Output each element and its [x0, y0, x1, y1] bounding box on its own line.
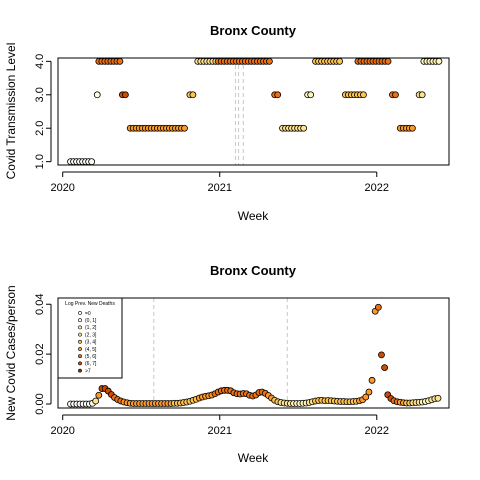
transmission-level-chart: 2020 2021 2022 1.0 2.0 3.0 4.0 Bronx County W… — [4, 23, 450, 223]
p2-y-label: New Covid Cases/person — [4, 285, 18, 420]
legend-entry-label: (4, 5] — [85, 347, 97, 353]
x-tick-label: 2021 — [207, 425, 231, 437]
data-point — [181, 124, 188, 132]
p2-x-axis: 2020 2021 2022 — [50, 414, 389, 437]
legend-swatch — [78, 318, 82, 323]
p1-reference-lines — [234, 58, 244, 165]
data-point — [360, 91, 367, 99]
data-point — [365, 388, 373, 396]
p1-points — [67, 57, 443, 166]
legend-title: Log Prev. New Deaths — [65, 301, 115, 307]
y-tick-label: 0.00 — [34, 393, 46, 414]
data-point — [384, 57, 392, 65]
legend-swatch — [78, 361, 82, 366]
p1-y-label: Covid Transmission Level — [4, 43, 18, 180]
y-tick-label: 1.0 — [34, 154, 46, 169]
data-point — [362, 393, 370, 401]
legend-items: =0(0, 1](1, 2](2, 3] (3, 4](4, 5](5, 6](6… — [78, 311, 97, 374]
data-point — [93, 91, 101, 99]
legend-entry-label: (5, 6] — [85, 354, 97, 360]
x-tick-label: 2022 — [365, 182, 389, 194]
legend-entry-label: =0 — [85, 311, 91, 317]
legend-swatch — [78, 311, 82, 315]
legend: Log Prev. New Deaths =0(0, 1](1, 2](2, 3… — [57, 297, 123, 379]
legend-entry-label: >7 — [85, 368, 91, 374]
y-tick-label: 3.0 — [34, 87, 46, 102]
x-tick-label: 2022 — [365, 425, 389, 437]
p2-y-axis: 0.00 0.02 0.04 — [34, 294, 52, 415]
p1-x-label: Week — [238, 209, 269, 223]
data-point — [266, 57, 273, 65]
data-point — [392, 91, 399, 99]
data-point — [381, 364, 389, 371]
data-point — [435, 57, 443, 65]
data-point — [274, 91, 282, 99]
data-point — [368, 376, 376, 384]
legend-swatch — [78, 368, 82, 373]
legend-entry-label: (6, 7] — [85, 361, 97, 367]
y-tick-label: 0.02 — [34, 343, 46, 364]
y-tick-label: 0.04 — [34, 294, 46, 315]
legend-swatch — [78, 339, 82, 344]
legend-entry-label: (1, 2] — [85, 325, 97, 331]
x-tick-label: 2021 — [207, 182, 231, 194]
legend-entry-label: (0, 1] — [85, 318, 97, 324]
data-point — [189, 91, 197, 99]
new-cases-chart: 2020 2021 2022 0.00 0.02 0.04 Bronx County W… — [4, 263, 450, 465]
data-point — [408, 124, 416, 132]
p2-x-label: Week — [238, 451, 269, 465]
data-point — [374, 303, 382, 311]
data-point — [336, 57, 344, 65]
data-point — [92, 397, 100, 405]
x-tick-label: 2020 — [50, 182, 74, 194]
legend-swatch — [78, 354, 82, 359]
y-tick-label: 4.0 — [34, 54, 46, 69]
legend-swatch — [78, 325, 82, 330]
p1-title: Bronx County — [210, 23, 297, 38]
p2-title: Bronx County — [210, 263, 297, 278]
legend-entry-label: (2, 3] — [85, 332, 97, 338]
p1-y-axis: 1.0 2.0 3.0 4.0 — [34, 54, 52, 169]
data-point — [418, 91, 426, 99]
data-point — [88, 158, 96, 166]
legend-swatch — [78, 332, 82, 337]
data-point — [116, 57, 124, 65]
y-tick-label: 2.0 — [34, 121, 46, 136]
legend-swatch — [78, 347, 82, 351]
legend-box — [57, 297, 123, 379]
p1-x-axis: 2020 2021 2022 — [50, 171, 389, 194]
data-point — [300, 124, 308, 132]
data-point — [434, 394, 442, 402]
data-point — [95, 391, 103, 399]
legend-entry-label: (3, 4] — [85, 340, 97, 346]
data-point — [307, 91, 315, 99]
p2-points — [67, 303, 442, 408]
data-point — [121, 91, 129, 99]
x-tick-label: 2020 — [50, 425, 74, 437]
p2-reference-lines — [153, 298, 288, 408]
data-point — [378, 351, 385, 359]
p1-plot-frame — [57, 57, 450, 166]
